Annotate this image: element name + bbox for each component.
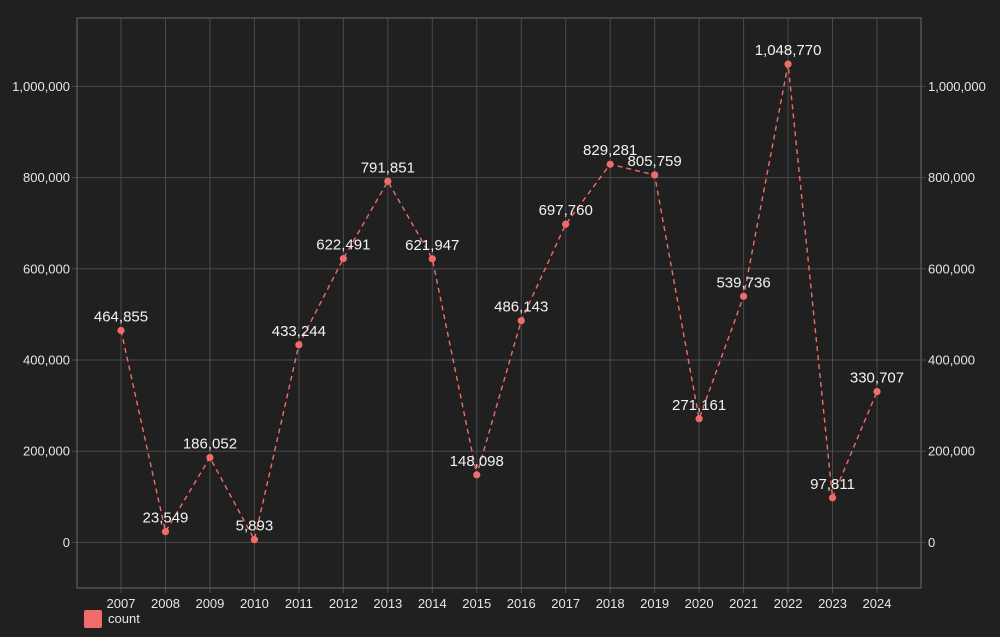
data-label: 791,851 [361, 159, 415, 176]
data-label: 97,811 [810, 476, 855, 493]
data-point [562, 220, 570, 228]
x-tick-label: 2009 [195, 596, 224, 611]
legend-swatch-count [84, 610, 102, 628]
data-label: 433,244 [272, 323, 326, 340]
y-tick-label-left: 800,000 [23, 170, 70, 185]
x-tick-label: 2017 [551, 596, 580, 611]
x-tick-label: 2015 [462, 596, 491, 611]
data-label: 622,491 [316, 237, 370, 254]
data-point [339, 254, 347, 263]
y-tick-label-right: 600,000 [928, 261, 975, 276]
data-point [606, 160, 614, 168]
y-tick-label-left: 600,000 [23, 261, 70, 276]
x-tick-label: 2018 [596, 596, 625, 611]
y-tick-label-right: 400,000 [928, 353, 975, 368]
x-tick-label: 2019 [640, 596, 669, 611]
x-tick-label: 2024 [863, 596, 892, 611]
data-label: 805,759 [628, 153, 682, 170]
data-point [784, 60, 792, 68]
data-label: 621,947 [405, 237, 459, 254]
data-label: 486,143 [494, 299, 548, 316]
data-label: 464,855 [94, 308, 148, 325]
plot-frame [76, 17, 922, 589]
y-tick-label-right: 200,000 [928, 444, 975, 459]
data-point [695, 415, 703, 423]
x-tick-label: 2010 [240, 596, 269, 611]
data-point [295, 341, 303, 349]
data-label: 1,048,770 [755, 42, 822, 59]
data-label: 271,161 [672, 397, 726, 414]
y-tick-label-right: 0 [928, 535, 935, 550]
data-point [828, 494, 837, 502]
data-label: 829,281 [583, 142, 637, 159]
data-point [873, 387, 881, 396]
data-label: 697,760 [539, 202, 593, 219]
series-line-count [120, 64, 878, 542]
data-point [206, 453, 214, 462]
y-tick-label-left: 200,000 [23, 444, 70, 459]
x-tick-label: 2013 [373, 596, 402, 611]
data-point [473, 471, 481, 479]
data-label: 539,736 [716, 274, 770, 291]
data-point [384, 177, 392, 185]
legend-label-count: count [108, 611, 140, 626]
y-tick-label-left: 0 [63, 535, 70, 550]
x-tick-label: 2022 [774, 596, 803, 611]
data-point [428, 255, 436, 263]
data-point [117, 326, 125, 335]
legend: count [84, 610, 140, 628]
x-tick-label: 2008 [151, 596, 180, 611]
data-labels: 464,855 23,549 186,052 5,893 433,244 622,491 7… [94, 42, 904, 535]
axes: 2007 2008 2009 2010 2011 2012 2013 2014 2015 2016… [12, 17, 986, 611]
data-label: 186,052 [183, 436, 237, 453]
data-points [117, 60, 881, 544]
data-point [517, 317, 525, 325]
x-tick-label: 2011 [285, 596, 313, 611]
x-tick-label: 2012 [329, 596, 358, 611]
data-point [651, 171, 659, 179]
data-label: 23,549 [143, 510, 189, 527]
data-point [161, 528, 170, 536]
x-tick-label: 2014 [418, 596, 447, 611]
data-label: 148,098 [450, 453, 504, 470]
grid [72, 18, 926, 593]
x-tick-label: 2023 [818, 596, 847, 611]
x-tick-label: 2020 [685, 596, 714, 611]
data-point [250, 536, 259, 544]
x-tick-label: 2021 [729, 596, 758, 611]
x-tick-label: 2007 [107, 596, 136, 611]
series-lines [120, 64, 878, 542]
y-tick-label-left: 1,000,000 [12, 79, 70, 94]
data-label: 330,707 [850, 370, 904, 387]
x-tick-label: 2016 [507, 596, 536, 611]
y-tick-label-right: 800,000 [928, 170, 975, 185]
data-label: 5,893 [236, 518, 274, 535]
data-point [739, 292, 748, 300]
y-tick-label-right: 1,000,000 [928, 79, 986, 94]
y-tick-label-left: 400,000 [23, 353, 70, 368]
